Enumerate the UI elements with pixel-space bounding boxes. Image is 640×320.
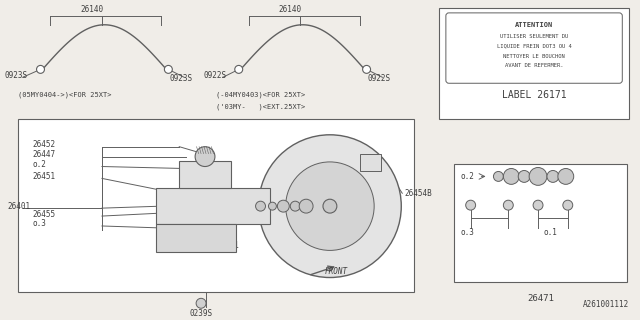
- Circle shape: [196, 298, 206, 308]
- Text: 0923S: 0923S: [5, 71, 28, 80]
- Text: 26452: 26452: [33, 140, 56, 149]
- Text: 26454B: 26454B: [404, 189, 432, 198]
- Bar: [179, 161, 231, 188]
- Text: 0239S: 0239S: [189, 309, 212, 318]
- Text: LABEL 26171: LABEL 26171: [502, 90, 566, 100]
- Text: 26455: 26455: [33, 210, 56, 219]
- Circle shape: [323, 199, 337, 213]
- Bar: [454, 164, 627, 283]
- Text: LIQUIDE FREIN DOT3 OU 4: LIQUIDE FREIN DOT3 OU 4: [497, 44, 572, 49]
- Bar: [18, 119, 414, 292]
- Text: o.3: o.3: [33, 220, 47, 228]
- Text: A261001112: A261001112: [583, 300, 629, 309]
- Text: o.1: o.1: [543, 228, 557, 237]
- Circle shape: [291, 201, 300, 211]
- Text: (-04MY0403)<FOR 25XT>: (-04MY0403)<FOR 25XT>: [216, 91, 305, 98]
- Circle shape: [164, 65, 172, 73]
- Text: 26471: 26471: [527, 294, 554, 303]
- Text: 26451: 26451: [33, 172, 56, 181]
- Text: o.3: o.3: [461, 228, 475, 237]
- Text: AVANT DE REFERMER.: AVANT DE REFERMER.: [505, 63, 563, 68]
- Circle shape: [299, 199, 313, 213]
- Circle shape: [533, 200, 543, 210]
- Text: ATTENTION: ATTENTION: [515, 22, 553, 28]
- Text: o.2: o.2: [33, 160, 47, 169]
- Circle shape: [255, 201, 266, 211]
- Circle shape: [363, 65, 371, 73]
- Text: 26402: 26402: [229, 202, 252, 211]
- Text: FRONT: FRONT: [325, 267, 348, 276]
- Text: o.2: o.2: [461, 172, 475, 181]
- Bar: [439, 8, 629, 119]
- Circle shape: [563, 200, 573, 210]
- Circle shape: [558, 169, 573, 184]
- Text: ('03MY-   )<EXT.25XT>: ('03MY- )<EXT.25XT>: [216, 103, 305, 109]
- FancyBboxPatch shape: [446, 13, 622, 83]
- Circle shape: [529, 167, 547, 185]
- Text: NETTOYER LE BOUCHON: NETTOYER LE BOUCHON: [503, 53, 565, 59]
- Circle shape: [503, 169, 519, 184]
- Bar: [156, 224, 236, 252]
- Text: (05MY0404->)<FOR 25XT>: (05MY0404->)<FOR 25XT>: [18, 91, 111, 98]
- Text: 0922S: 0922S: [367, 74, 390, 83]
- Text: 26140: 26140: [80, 5, 103, 14]
- Circle shape: [268, 202, 276, 210]
- Circle shape: [547, 171, 559, 182]
- Bar: [360, 154, 381, 172]
- Circle shape: [195, 147, 215, 166]
- Circle shape: [235, 65, 243, 73]
- Circle shape: [503, 200, 513, 210]
- Text: 26140: 26140: [278, 5, 301, 14]
- Text: 0922S: 0922S: [203, 71, 226, 80]
- Text: 0923S: 0923S: [170, 74, 193, 83]
- Circle shape: [466, 200, 476, 210]
- Text: 26401: 26401: [8, 202, 31, 211]
- Circle shape: [493, 172, 503, 181]
- Circle shape: [259, 135, 401, 277]
- Circle shape: [285, 162, 374, 250]
- Text: UTILISER SEULEMENT DU: UTILISER SEULEMENT DU: [500, 34, 568, 39]
- Circle shape: [277, 200, 289, 212]
- Circle shape: [36, 65, 44, 73]
- Circle shape: [518, 171, 530, 182]
- Text: o.1: o.1: [226, 241, 240, 250]
- Bar: [156, 188, 271, 224]
- Text: 26447: 26447: [33, 150, 56, 159]
